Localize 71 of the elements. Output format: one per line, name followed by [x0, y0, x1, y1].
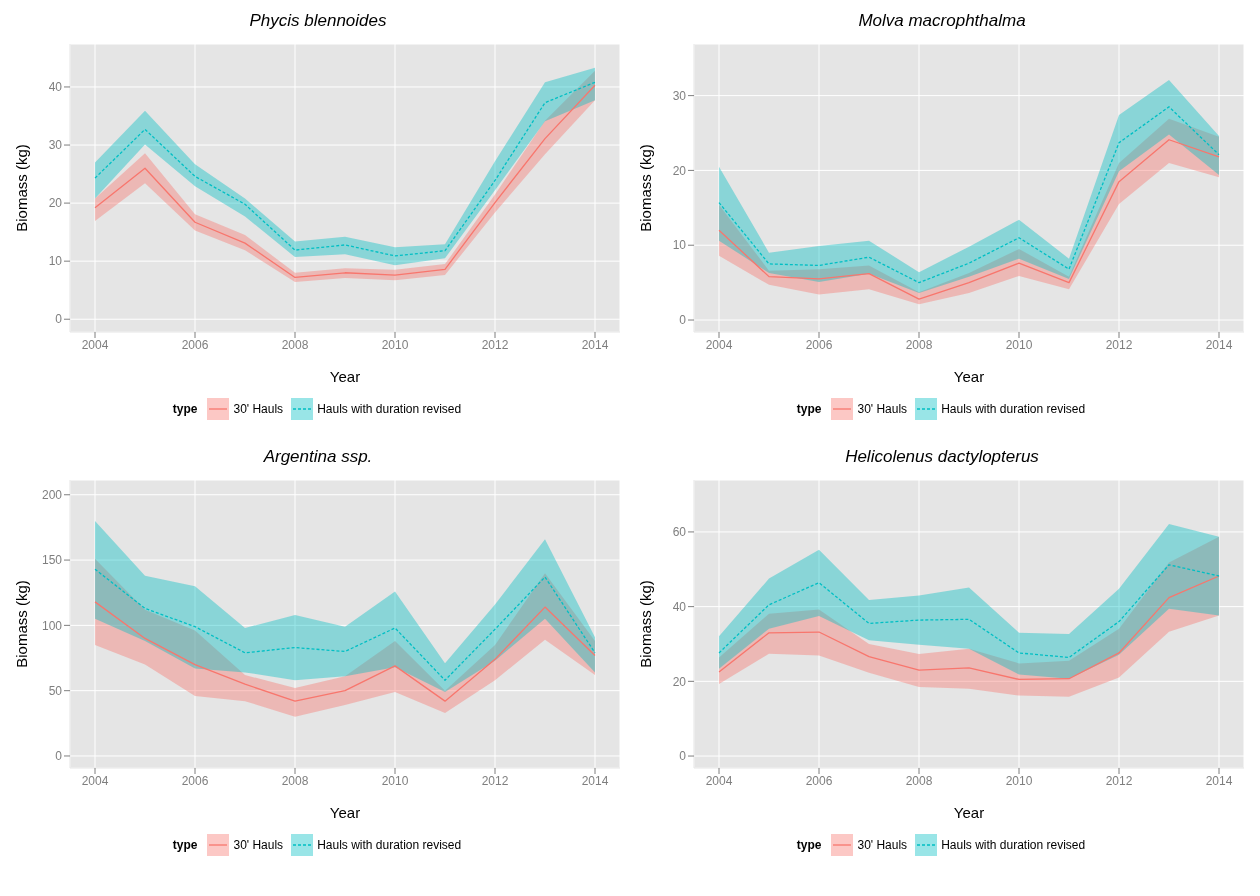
x-tick-label: 2008 — [281, 337, 309, 352]
x-tick-label: 2008 — [905, 773, 933, 788]
x-tick-label: 2004 — [81, 773, 109, 788]
legend-label: Hauls with duration revised — [941, 402, 1086, 416]
legend-label: Hauls with duration revised — [317, 838, 462, 852]
chart-title: Helicolenus dactylopterus — [844, 446, 1040, 468]
x-tick-label: 2010 — [1005, 337, 1033, 352]
chart-title: Molva macrophthalma — [857, 10, 1027, 32]
legend-label: Hauls with duration revised — [941, 838, 1086, 852]
legend-title: type — [172, 838, 198, 852]
y-tick-label: 40 — [48, 80, 63, 95]
x-tick-label: 2012 — [481, 337, 509, 352]
y-tick-label: 100 — [41, 618, 63, 633]
x-tick-label: 2010 — [381, 337, 409, 352]
legend-label: 30' Hauls — [857, 838, 908, 852]
x-tick-label: 2006 — [181, 773, 209, 788]
x-tick-label: 2014 — [1205, 773, 1233, 788]
x-tick-label: 2006 — [805, 337, 833, 352]
y-tick-label: 0 — [55, 749, 63, 764]
legend-label: Hauls with duration revised — [317, 402, 462, 416]
x-tick-label: 2008 — [905, 337, 933, 352]
x-tick-label: 2014 — [1205, 337, 1233, 352]
line-series — [718, 106, 1220, 284]
x-tick-label: 2004 — [81, 337, 109, 352]
x-axis-title: Year — [329, 804, 361, 821]
y-axis-title: Biomass (kg) — [637, 144, 655, 232]
y-axis-title: Biomass (kg) — [13, 580, 31, 668]
y-tick-label: 30 — [48, 138, 63, 153]
legend-label: 30' Hauls — [857, 402, 908, 416]
legend-label: 30' Hauls — [233, 838, 284, 852]
x-axis-title: Year — [329, 368, 361, 385]
y-tick-label: 0 — [55, 312, 63, 327]
y-tick-label: 0 — [679, 313, 687, 328]
y-tick-label: 30 — [672, 88, 687, 103]
legend-label: 30' Hauls — [233, 402, 284, 416]
x-tick-label: 2014 — [581, 337, 609, 352]
x-tick-label: 2006 — [805, 773, 833, 788]
x-tick-label: 2010 — [1005, 773, 1033, 788]
x-tick-label: 2014 — [581, 773, 609, 788]
y-axis-title: Biomass (kg) — [13, 144, 31, 232]
line-series — [718, 564, 1220, 659]
x-tick-label: 2004 — [705, 337, 733, 352]
chart-title: Phycis blennoides — [248, 10, 388, 32]
y-tick-label: 10 — [672, 238, 687, 253]
legend-title: type — [172, 402, 198, 416]
x-axis-title: Year — [953, 368, 985, 385]
legend-title: type — [796, 402, 822, 416]
x-tick-label: 2012 — [1105, 773, 1133, 788]
line-series — [94, 568, 596, 681]
x-tick-label: 2008 — [281, 773, 309, 788]
x-tick-label: 2006 — [181, 337, 209, 352]
y-tick-label: 50 — [48, 683, 63, 698]
y-axis-title: Biomass (kg) — [637, 580, 655, 668]
chart-title: Argentina ssp. — [262, 446, 374, 468]
y-tick-label: 0 — [679, 749, 687, 764]
y-tick-label: 20 — [672, 674, 687, 689]
legend-title: type — [796, 838, 822, 852]
x-tick-label: 2004 — [705, 773, 733, 788]
y-tick-label: 60 — [672, 525, 687, 540]
x-tick-label: 2010 — [381, 773, 409, 788]
line-series — [94, 601, 596, 702]
y-tick-label: 10 — [48, 254, 63, 269]
x-tick-label: 2012 — [1105, 337, 1133, 352]
y-tick-label: 20 — [48, 196, 63, 211]
y-tick-label: 20 — [672, 163, 687, 178]
line-series — [718, 575, 1220, 681]
y-tick-label: 40 — [672, 599, 687, 614]
y-tick-label: 200 — [41, 488, 63, 503]
y-tick-label: 150 — [41, 553, 63, 568]
x-tick-label: 2012 — [481, 773, 509, 788]
x-axis-title: Year — [953, 804, 985, 821]
